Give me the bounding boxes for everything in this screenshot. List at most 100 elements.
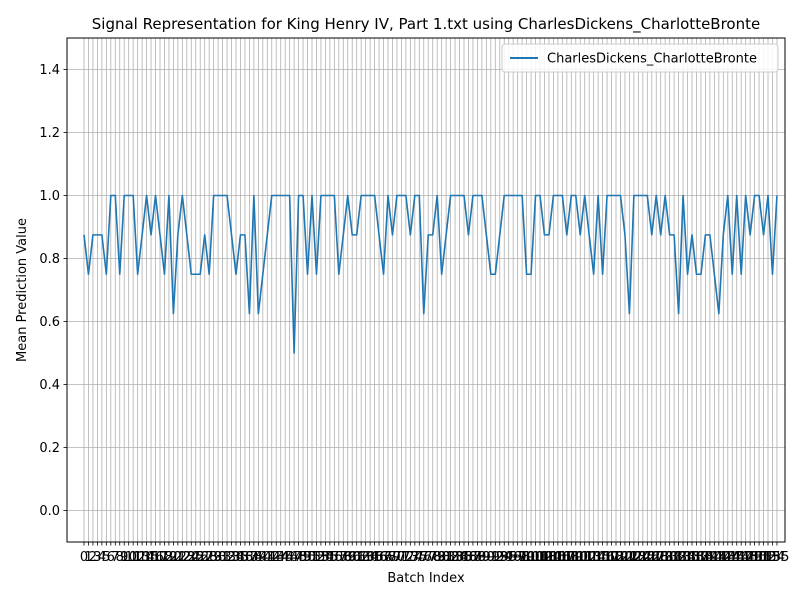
x-tick-label: 149 [738,550,763,565]
x-tick-label: 76 [415,550,432,565]
x-tick-label: 102 [528,550,553,565]
x-tick-label: 105 [541,550,566,565]
series-line [83,194,778,354]
x-tick-label: 16 [147,550,164,565]
x-tick-label: 5 [102,550,110,565]
x-tick-label: 96 [505,550,522,565]
x-tick-label: 37 [241,550,258,565]
x-tick-label: 75 [411,550,428,565]
x-tick-label: 143 [711,550,736,565]
x-tick-label: 98 [514,550,531,565]
x-tick-label: 71 [393,550,410,565]
x-tick-label: 44 [272,550,289,565]
x-tick-label: 122 [617,550,642,565]
x-tick-label: 73 [402,550,419,565]
x-tick-label: 136 [680,550,705,565]
x-tick-label: 85 [456,550,473,565]
x-tick-label: 55 [322,550,339,565]
x-tick-label: 24 [183,550,200,565]
x-tick-label: 120 [608,550,633,565]
x-tick-label: 114 [581,550,606,565]
x-tick-label: 154 [760,550,785,565]
x-tick-label: 74 [407,550,424,565]
x-tick-label: 17 [152,550,169,565]
x-tick-label: 54 [317,550,334,565]
x-tick-label: 10 [120,550,137,565]
x-tick-label: 11 [125,550,142,565]
x-tick-label: 146 [724,550,749,565]
x-tick-label: 28 [201,550,218,565]
x-tick-label: 82 [442,550,459,565]
y-tick-label: 0.0 [39,504,60,519]
x-tick-label: 21 [170,550,187,565]
x-tick-label: 7 [111,550,119,565]
x-tick-label: 23 [179,550,196,565]
x-tick-label: 8 [116,550,124,565]
x-tick-label: 86 [460,550,477,565]
x-tick-label: 70 [389,550,406,565]
x-tick-label: 99 [518,550,535,565]
x-tick-label: 128 [644,550,669,565]
x-tick-label: 34 [228,550,245,565]
chart-title: Signal Representation for King Henry IV,… [92,15,760,34]
x-tick-label: 97 [509,550,526,565]
legend-box [501,43,779,73]
x-tick-label: 68 [380,550,397,565]
x-tick-label: 145 [720,550,745,565]
x-tick-label: 36 [237,550,254,565]
x-tick-label: 45 [277,550,294,565]
y-tick-label: 0.4 [39,378,60,393]
x-tick-label: 27 [196,550,213,565]
x-tick-label: 19 [161,550,178,565]
x-tick-label: 100 [519,550,544,565]
x-tick-label: 132 [662,550,687,565]
x-tick-label: 134 [671,550,696,565]
x-tick-label: 126 [635,550,660,565]
x-tick-label: 18 [156,550,173,565]
x-tick-label: 41 [259,550,276,565]
x-tick-label: 104 [537,550,562,565]
x-tick-label: 12 [129,550,146,565]
x-tick-label: 53 [313,550,330,565]
x-tick-label: 131 [657,550,682,565]
x-tick-label: 38 [246,550,263,565]
x-tick-label: 106 [545,550,570,565]
x-tick-label: 119 [604,550,629,565]
x-tick-label: 108 [554,550,579,565]
legend: CharlesDickens_CharlotteBronte [501,43,779,73]
axis-ticks: 0123456789101112131415161718192021222324… [39,63,789,565]
x-tick-label: 147 [729,550,754,565]
x-tick-label: 72 [398,550,415,565]
y-tick-label: 1.2 [39,126,60,141]
x-tick-label: 13 [134,550,151,565]
x-tick-label: 139 [693,550,718,565]
x-tick-label: 84 [451,550,468,565]
x-tick-label: 87 [465,550,482,565]
x-tick-label: 43 [268,550,285,565]
x-tick-label: 48 [290,550,307,565]
x-tick-label: 142 [706,550,731,565]
x-tick-label: 90 [478,550,495,565]
x-tick-label: 46 [281,550,298,565]
x-tick-label: 2 [89,550,97,565]
x-tick-label: 93 [491,550,508,565]
x-tick-label: 94 [496,550,513,565]
x-tick-label: 51 [304,550,321,565]
x-tick-label: 22 [174,550,191,565]
x-tick-label: 137 [684,550,709,565]
x-tick-label: 115 [586,550,611,565]
x-tick-label: 62 [353,550,370,565]
x-tick-label: 1 [84,550,92,565]
x-tick-label: 35 [232,550,249,565]
x-tick-label: 117 [595,550,620,565]
x-tick-label: 15 [143,550,160,565]
x-tick-label: 77 [420,550,437,565]
legend-label: CharlesDickens_CharlotteBronte [547,52,757,67]
x-tick-label: 4 [98,550,106,565]
x-tick-label: 14 [138,550,155,565]
x-tick-label: 88 [469,550,486,565]
x-tick-label: 9 [120,550,128,565]
x-tick-label: 31 [214,550,231,565]
x-tick-label: 111 [568,550,593,565]
